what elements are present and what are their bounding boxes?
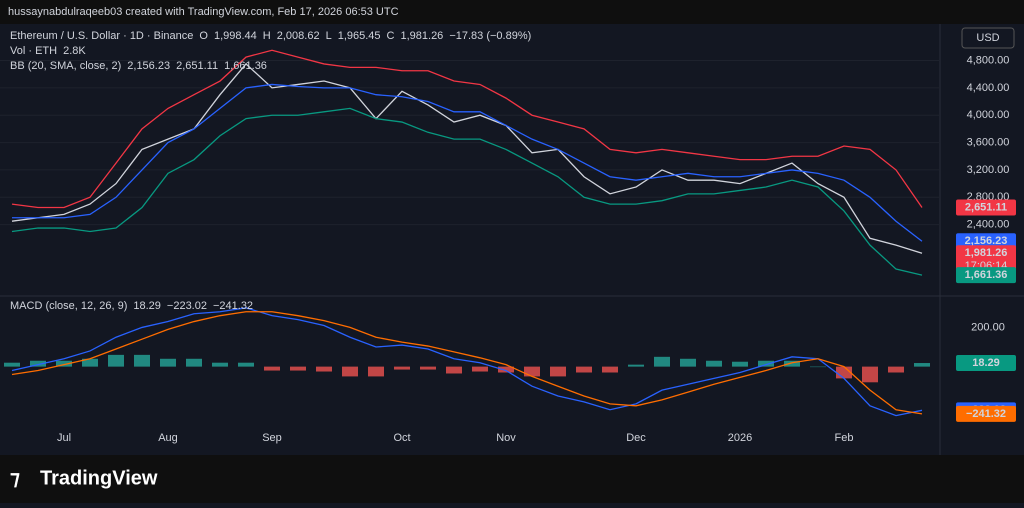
value-badge <box>956 405 1016 422</box>
x-tick-label: 2026 <box>728 432 752 444</box>
currency-button[interactable] <box>961 27 1015 49</box>
histogram-bar <box>30 360 46 367</box>
value-badge <box>956 199 1016 216</box>
histogram-bar <box>186 358 202 367</box>
histogram-bar <box>368 366 384 377</box>
legend-text: Ethereum / U.S. Dollar · 1D · Binance <box>10 30 193 42</box>
legend-text: 2,156.23 <box>127 60 170 72</box>
histogram-bar <box>576 366 592 373</box>
series-line <box>11 311 923 415</box>
legend-text: 1,965.45 <box>338 30 381 42</box>
top-bar <box>0 0 1024 24</box>
value-badge <box>956 355 1016 372</box>
value-badge-label: 1,981.26 <box>965 247 1008 259</box>
legend-text: MACD (close, 12, 26, 9) <box>10 300 127 312</box>
legend-text: 1,661.36 <box>224 60 267 72</box>
histogram-bar <box>472 366 488 372</box>
histogram-bar <box>654 356 670 367</box>
histogram-bar <box>550 366 566 377</box>
attribution: hussaynabdulraqeeb03 created with Tradin… <box>8 6 399 18</box>
x-tick-label: Feb <box>835 432 854 444</box>
histogram-bar <box>524 366 540 377</box>
histogram-bar <box>160 358 176 367</box>
legend-text: 1,981.26 <box>400 30 443 42</box>
legend-text: 2.8K <box>63 45 86 57</box>
legend-text: 18.29 <box>133 300 161 312</box>
value-badge <box>956 245 1016 274</box>
histogram-bar <box>212 362 228 367</box>
y-tick-label: 2,400.00 <box>967 219 1010 231</box>
logo: ⁊ <box>10 467 20 489</box>
y-tick-label: 3,200.00 <box>967 164 1010 176</box>
histogram-bar <box>732 361 748 367</box>
histogram-bar <box>82 358 98 367</box>
series-line <box>11 49 923 209</box>
value-badge-label: 18.29 <box>972 357 1000 369</box>
value-badge <box>956 267 1016 284</box>
histogram-bar <box>108 354 124 367</box>
legend-text: 1,998.44 <box>214 30 257 42</box>
histogram-bar <box>784 360 800 367</box>
x-tick-label: Oct <box>393 432 410 444</box>
y-tick-label: 4,800.00 <box>967 54 1010 66</box>
histogram-bar <box>888 366 904 373</box>
series-line <box>11 307 923 417</box>
y-tick-label: 4,000.00 <box>967 109 1010 121</box>
value-badge-label: 2,156.23 <box>965 235 1008 247</box>
histogram-bar <box>810 366 826 368</box>
currency[interactable]: USD <box>976 32 999 44</box>
legend-text: −241.32 <box>213 300 253 312</box>
x-tick-label: Nov <box>496 432 516 444</box>
legend-text: O <box>199 30 208 42</box>
y-tick-label: 3,600.00 <box>967 136 1010 148</box>
series-line <box>11 107 923 276</box>
footer <box>0 455 1024 503</box>
value-badge-label: −241.32 <box>966 408 1006 420</box>
histogram-bar <box>342 366 358 377</box>
histogram-bar <box>134 354 150 367</box>
histogram-bar <box>4 362 20 367</box>
x-tick-label: Jul <box>57 432 71 444</box>
legend-text: H <box>263 30 271 42</box>
legend-text: BB (20, SMA, close, 2) <box>10 60 121 72</box>
histogram-bar <box>706 360 722 367</box>
x-tick-label: Aug <box>158 432 178 444</box>
value-badge-label: 2,651.11 <box>965 201 1007 213</box>
legend-text: 2,008.62 <box>277 30 320 42</box>
histogram-bar <box>316 366 332 372</box>
histogram-bar <box>836 366 852 379</box>
x-tick-label: Sep <box>262 432 282 444</box>
y-tick-label: 200.00 <box>971 321 1005 333</box>
value-badge-label: 1,661.36 <box>965 269 1008 281</box>
y-tick-label: 4,400.00 <box>967 82 1010 94</box>
histogram-bar <box>264 366 280 371</box>
legend-text: Vol · ETH <box>10 45 57 57</box>
brand: TradingView <box>40 467 158 489</box>
histogram-bar <box>628 364 644 367</box>
histogram-bar <box>602 366 618 373</box>
histogram-bar <box>862 366 878 383</box>
series-line <box>12 83 923 242</box>
histogram-bar <box>238 362 254 367</box>
histogram-bar <box>290 366 306 371</box>
histogram-bar <box>56 360 72 367</box>
legend-text: −17.83 (−0.89%) <box>449 30 531 42</box>
legend-text: C <box>387 30 395 42</box>
histogram-bar <box>446 366 462 374</box>
histogram-bar <box>758 360 774 367</box>
series-line <box>11 62 923 254</box>
legend-text: L <box>326 30 332 42</box>
histogram-bar <box>914 363 930 367</box>
x-tick-label: Dec <box>626 432 646 444</box>
histogram-bar <box>680 358 696 367</box>
legend-text: −223.02 <box>167 300 207 312</box>
histogram-bar <box>420 366 436 370</box>
legend-text: 2,651.11 <box>176 60 218 72</box>
histogram-bar <box>498 366 514 373</box>
histogram-bar <box>394 366 410 370</box>
